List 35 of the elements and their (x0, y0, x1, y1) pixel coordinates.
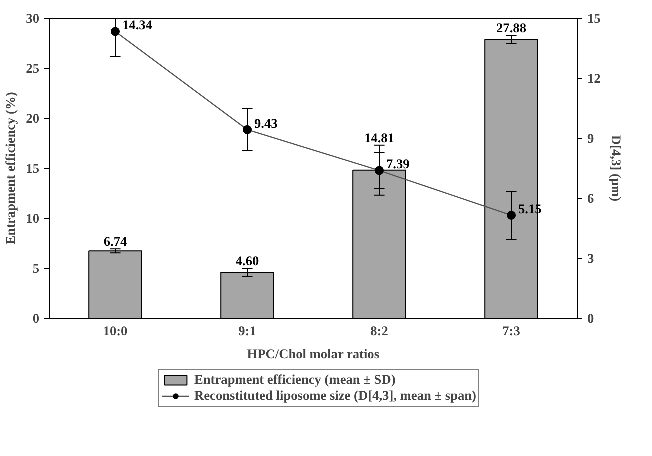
y2-tick-label: 12 (588, 71, 602, 86)
data-label: 4.60 (236, 254, 260, 268)
data-label: 14.81 (364, 130, 395, 146)
y2-tick-label: 6 (588, 191, 594, 206)
x-tick-label: 9:1 (238, 324, 256, 338)
legend-label: Entrapment efficiency (mean ± SD) (194, 372, 396, 388)
y-tick-label: 25 (26, 61, 40, 76)
y-tick-label: 20 (26, 111, 40, 126)
y2-tick-label: 9 (588, 131, 594, 146)
data-label: 9.43 (254, 116, 278, 131)
y-tick-label: 0 (32, 311, 40, 326)
y-axis-title: Entrapment efficiency (%) (3, 92, 18, 245)
data-label: 14.34 (122, 18, 153, 33)
bar (88, 250, 142, 318)
point (507, 211, 516, 220)
point (111, 27, 120, 36)
legend-label: Reconstituted liposome size (D[4,3], mean ± span) (194, 388, 476, 404)
y2-axis-title: D[4,3] (µm) (608, 135, 624, 202)
data-label: 27.88 (496, 20, 527, 36)
bar (220, 272, 274, 318)
point (243, 125, 252, 134)
y-tick-label: 5 (32, 261, 40, 276)
x-tick-label: 8:2 (370, 324, 389, 338)
y-tick-label: 30 (26, 11, 40, 26)
y-tick-label: 10 (26, 211, 40, 226)
data-label: 7.39 (386, 156, 410, 172)
y-tick-label: 15 (26, 161, 40, 176)
y2-tick-label: 0 (588, 311, 594, 326)
y2-tick-label: 15 (588, 11, 602, 26)
x-tick-label: 7:3 (502, 324, 521, 338)
data-label: 6.74 (104, 234, 128, 250)
x-axis-title: HPC/Chol molar ratios (247, 346, 380, 362)
y2-tick-label: 3 (588, 251, 594, 266)
point (375, 166, 384, 176)
x-tick-label: 10:0 (103, 324, 128, 338)
